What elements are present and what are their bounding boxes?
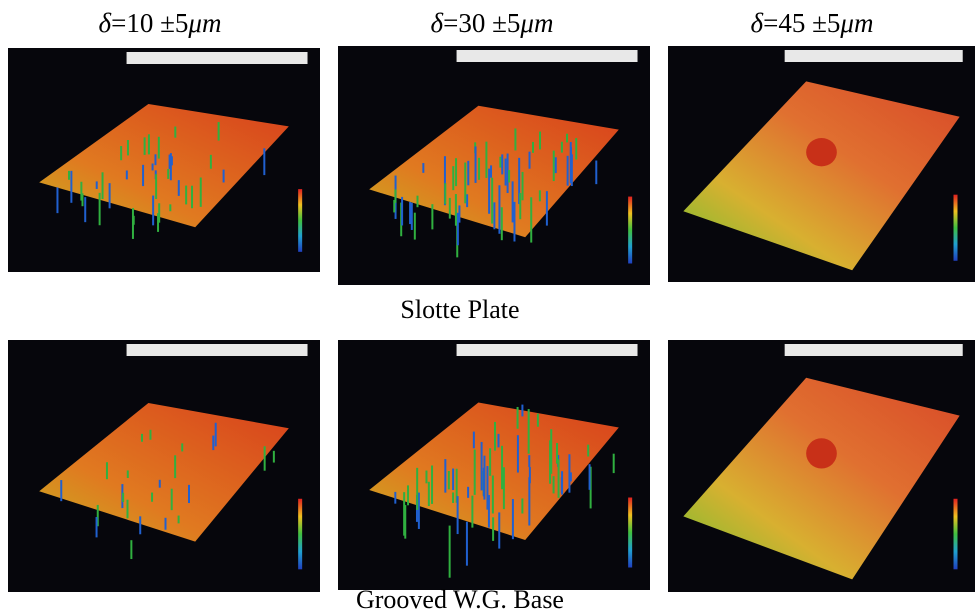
color-bar (954, 499, 958, 570)
figure: δ=10 ±5μm δ=30 ±5μm δ=45 ±5μm Slotte Pla… (0, 0, 975, 615)
column-headers: δ=10 ±5μm δ=30 ±5μm δ=45 ±5μm (99, 8, 874, 38)
image-header-strip (127, 52, 308, 64)
row-caption: Slotte Plate (400, 295, 519, 324)
image-header-strip (457, 344, 638, 356)
image-header-strip (457, 50, 638, 62)
column-header: δ=45 ±5μm (751, 8, 874, 38)
image-header-strip (785, 344, 963, 356)
image-header-strip (127, 344, 308, 356)
image-header-strip (785, 50, 963, 62)
row-caption: Grooved W.G. Base (356, 585, 564, 614)
surface-plot-image (338, 46, 650, 285)
column-header: δ=30 ±5μm (431, 8, 554, 38)
surface-plot-image (668, 340, 975, 592)
color-bar (628, 197, 632, 264)
color-bar (628, 498, 632, 568)
surface-bump (806, 438, 837, 468)
surface-plot-image (8, 48, 320, 272)
color-bar (298, 499, 302, 570)
surface-plot-image (338, 340, 650, 590)
color-bar (298, 189, 302, 252)
color-bar (954, 195, 958, 261)
surface-plot-image (668, 46, 975, 282)
surface-bump (806, 138, 837, 166)
surface-plot-image (8, 340, 320, 592)
column-header: δ=10 ±5μm (99, 8, 222, 38)
